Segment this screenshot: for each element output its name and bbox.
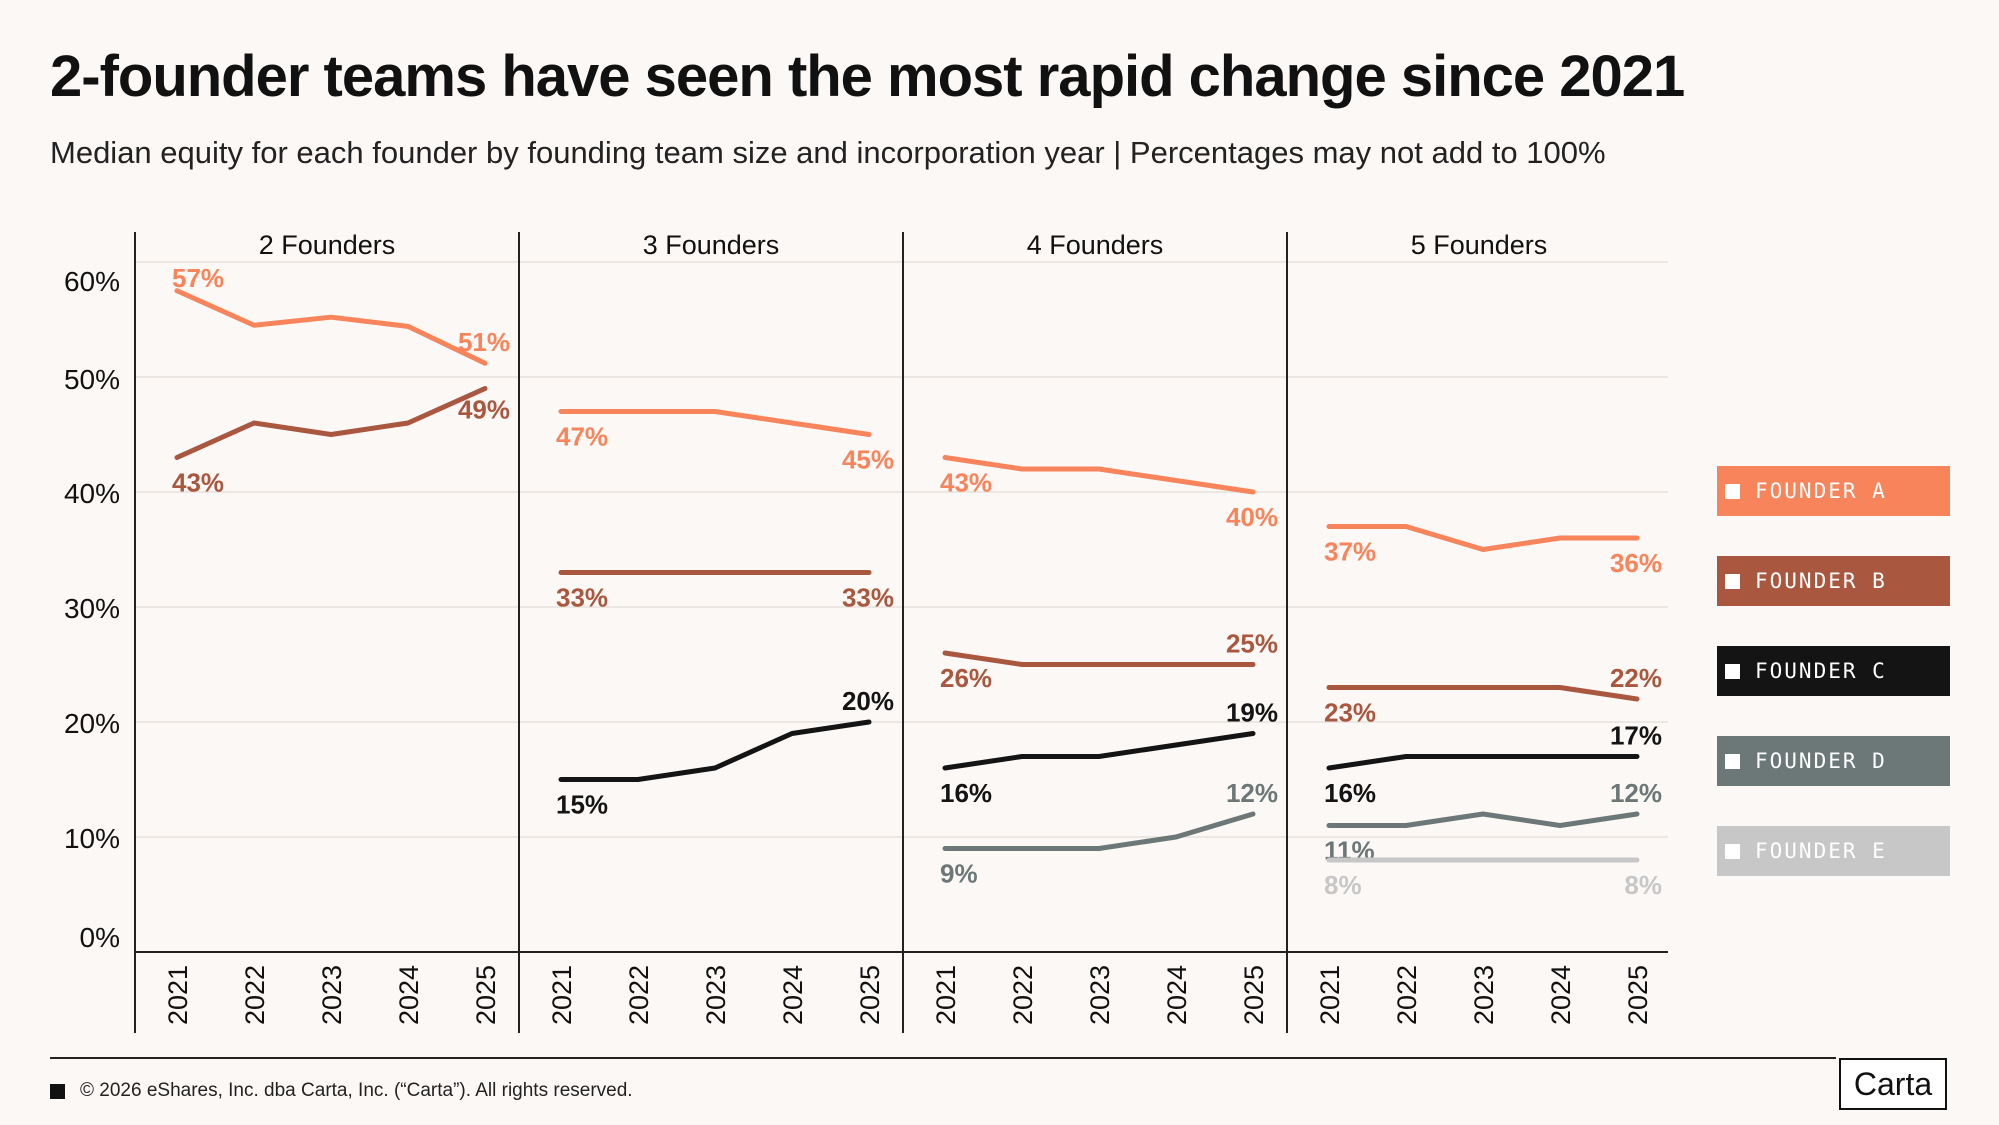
data-label-end: 17% <box>1610 721 1662 751</box>
legend-item-founder-a: FOUNDER A <box>1717 466 1950 516</box>
panel-title-5-founders: 5 Founders <box>1411 230 1548 260</box>
y-tick-label: 40% <box>64 478 120 509</box>
chart-subtitle: Median equity for each founder by foundi… <box>50 135 1606 170</box>
data-label-end: 33% <box>842 583 894 613</box>
data-label-start: 57% <box>172 263 224 293</box>
x-tick-label: 2022 <box>1392 965 1422 1025</box>
series-line-founder-b-2-founders <box>174 386 488 460</box>
copyright-text: © 2026 eShares, Inc. dba Carta, Inc. (“C… <box>80 1080 633 1101</box>
x-tick-label: 2021 <box>931 965 961 1025</box>
data-label-start: 37% <box>1324 537 1376 567</box>
legend-swatch-icon <box>1725 843 1740 859</box>
series-line-founder-a-4-founders <box>942 455 1256 495</box>
x-tick-label: 2023 <box>1469 965 1499 1025</box>
x-tick-label: 2023 <box>701 965 731 1025</box>
legend-swatch-icon <box>1725 573 1740 589</box>
series-line-founder-d-4-founders <box>942 811 1256 851</box>
y-tick-label: 0% <box>80 922 120 953</box>
data-label-end: 19% <box>1226 698 1278 728</box>
data-label-end: 20% <box>842 686 894 716</box>
y-tick-label: 50% <box>64 364 120 395</box>
data-label-end: 25% <box>1226 629 1278 659</box>
legend-label: FOUNDER A <box>1755 479 1887 503</box>
footer-square-icon <box>50 1084 65 1099</box>
x-tick-label: 2021 <box>163 965 193 1025</box>
legend-item-founder-b: FOUNDER B <box>1717 556 1950 606</box>
data-label-end: 12% <box>1610 778 1662 808</box>
data-label-end: 22% <box>1610 663 1662 693</box>
data-label-start: 9% <box>940 859 978 889</box>
legend-swatch-icon <box>1725 663 1740 679</box>
legend-swatch-icon <box>1725 753 1740 769</box>
x-tick-label: 2023 <box>1085 965 1115 1025</box>
chart-title: 2-founder teams have seen the most rapid… <box>50 44 1685 109</box>
series-line-founder-b-5-founders <box>1326 685 1640 702</box>
data-label-start: 15% <box>556 790 608 820</box>
series-line-founder-a-2-founders <box>174 288 488 366</box>
x-tick-label: 2022 <box>240 965 270 1025</box>
x-tick-label: 2025 <box>1623 965 1653 1025</box>
legend: FOUNDER A FOUNDER B FOUNDER C FOUNDER D … <box>1717 466 1950 916</box>
x-tick-label: 2022 <box>1008 965 1038 1025</box>
legend-label: FOUNDER E <box>1755 839 1887 863</box>
legend-swatch-icon <box>1725 483 1740 499</box>
panel-title-3-founders: 3 Founders <box>643 230 780 260</box>
series-line-founder-b-4-founders <box>942 650 1256 667</box>
data-label-start: 16% <box>940 778 992 808</box>
x-tick-label: 2021 <box>547 965 577 1025</box>
series-line-founder-c-3-founders <box>558 719 872 782</box>
data-label-end: 40% <box>1226 502 1278 532</box>
x-tick-label: 2022 <box>624 965 654 1025</box>
series-line-founder-a-3-founders <box>558 409 872 437</box>
y-tick-label: 30% <box>64 593 120 624</box>
y-tick-label: 20% <box>64 708 120 739</box>
data-label-end: 8% <box>1624 870 1662 900</box>
legend-label: FOUNDER C <box>1755 659 1887 683</box>
legend-label: FOUNDER B <box>1755 569 1887 593</box>
x-tick-label: 2021 <box>1315 965 1345 1025</box>
legend-label: FOUNDER D <box>1755 749 1887 773</box>
x-tick-label: 2023 <box>317 965 347 1025</box>
carta-logo: Carta <box>1839 1058 1947 1110</box>
series-line-founder-d-5-founders <box>1326 811 1640 828</box>
data-label-start: 33% <box>556 583 608 613</box>
data-label-start: 47% <box>556 422 608 452</box>
data-label-end: 45% <box>842 445 894 475</box>
legend-item-founder-e: FOUNDER E <box>1717 826 1950 876</box>
data-label-end: 36% <box>1610 548 1662 578</box>
legend-item-founder-d: FOUNDER D <box>1717 736 1950 786</box>
x-tick-label: 2024 <box>394 965 424 1025</box>
x-tick-label: 2025 <box>471 965 501 1025</box>
data-label-start: 43% <box>172 468 224 498</box>
x-tick-label: 2024 <box>778 965 808 1025</box>
x-tick-label: 2025 <box>1239 965 1269 1025</box>
data-label-start: 8% <box>1324 870 1362 900</box>
x-tick-label: 2025 <box>855 965 885 1025</box>
data-label-start: 43% <box>940 468 992 498</box>
legend-item-founder-c: FOUNDER C <box>1717 646 1950 696</box>
data-label-start: 26% <box>940 663 992 693</box>
data-label-end: 12% <box>1226 778 1278 808</box>
y-tick-label: 10% <box>64 823 120 854</box>
data-label-start: 16% <box>1324 778 1376 808</box>
data-label-end: 49% <box>458 395 510 425</box>
series-line-founder-c-4-founders <box>942 731 1256 771</box>
panel-title-4-founders: 4 Founders <box>1027 230 1164 260</box>
y-tick-label: 60% <box>64 266 120 297</box>
footer-divider <box>50 1057 1836 1059</box>
x-tick-label: 2024 <box>1162 965 1192 1025</box>
panel-title-2-founders: 2 Founders <box>259 230 396 260</box>
series-line-founder-a-5-founders <box>1326 524 1640 552</box>
x-tick-label: 2024 <box>1546 965 1576 1025</box>
series-line-founder-c-5-founders <box>1326 754 1640 771</box>
data-label-end: 51% <box>458 327 510 357</box>
data-label-start: 23% <box>1324 698 1376 728</box>
